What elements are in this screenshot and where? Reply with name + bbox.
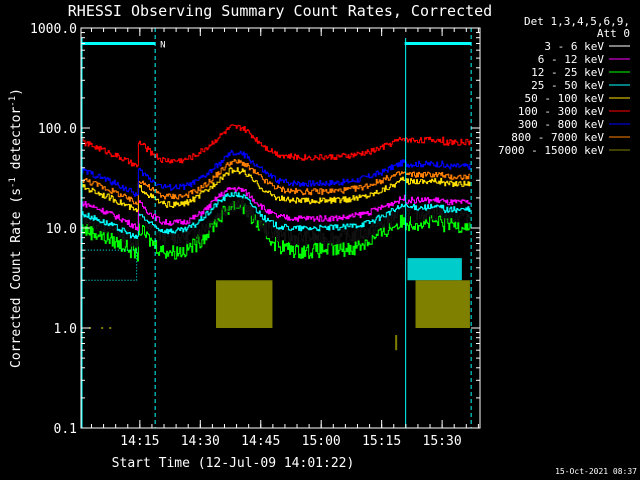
y-tick-label: 10.0 xyxy=(46,222,77,237)
x-axis-label: Start Time (12-Jul-09 14:01:22) xyxy=(112,456,355,471)
y-tick-label: 0.1 xyxy=(54,422,77,437)
olive-burst-right xyxy=(415,280,470,328)
legend-label: 300 - 800 keV xyxy=(518,118,604,131)
olive-burst xyxy=(216,280,273,328)
chart-title: RHESSI Observing Summary Count Rates, Co… xyxy=(68,2,492,20)
y-tick-label: 1000.0 xyxy=(30,22,77,37)
series-line-100-300-kev xyxy=(81,124,471,168)
x-tick-label: 14:30 xyxy=(181,434,220,449)
olive-dot xyxy=(101,327,104,329)
y-tick-label: 1.0 xyxy=(54,322,77,337)
legend-label: 3 - 6 keV xyxy=(544,40,604,53)
legend-label: 6 - 12 keV xyxy=(538,53,605,66)
cyan-low-band-left xyxy=(81,249,138,281)
x-axis: 14:15 14:30 14:45 15:00 15:15 15:30 xyxy=(90,28,479,449)
x-tick-label: 15:30 xyxy=(423,434,462,449)
legend-label: 25 - 50 keV xyxy=(531,79,604,92)
olive-dot xyxy=(109,327,112,329)
legend-label: 50 - 100 keV xyxy=(525,92,605,105)
cyan-low-band-right xyxy=(407,258,462,281)
series-layer xyxy=(81,124,471,351)
x-tick-label: 15:15 xyxy=(362,434,401,449)
x-tick-label: 14:45 xyxy=(241,434,280,449)
y-axis-label: Corrected Count Rate (s-1 detector-1) xyxy=(8,88,24,368)
legend-label: 12 - 25 keV xyxy=(531,66,604,79)
legend-label: 800 - 7000 keV xyxy=(511,131,604,144)
legend-header-line2: Att 0 xyxy=(597,27,630,40)
x-tick-label: 14:15 xyxy=(120,434,159,449)
night-marker-label: N xyxy=(160,40,165,50)
legend-label: 7000 - 15000 keV xyxy=(498,144,604,157)
y-tick-label: 100.0 xyxy=(38,122,77,137)
x-tick-label: 15:00 xyxy=(302,434,341,449)
olive-dot xyxy=(89,327,92,329)
olive-burst xyxy=(254,288,259,328)
legend-label: 100 - 300 keV xyxy=(518,105,604,118)
timestamp: 15-Oct-2021 08:37 xyxy=(555,467,637,476)
y-axis: 0.1 1.0 10.0 100.0 1000.0 xyxy=(30,22,480,437)
legend-header-line1: Det 1,3,4,5,6,9, xyxy=(524,15,630,28)
